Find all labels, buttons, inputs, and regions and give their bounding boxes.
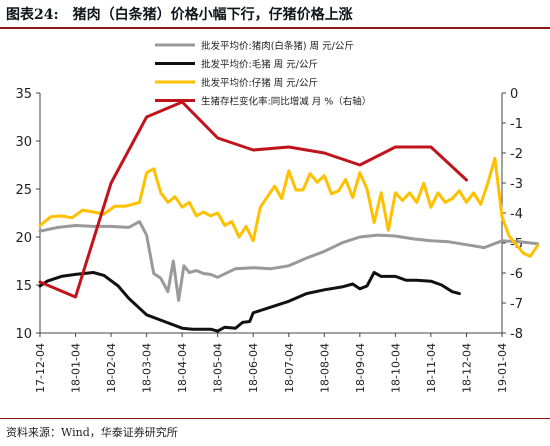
x-tick-label: 19-01-04 [496,343,509,393]
left-y-tick-label: 30 [15,135,32,150]
x-tick-label: 18-04-04 [176,343,189,393]
series-line-2 [38,271,461,333]
footer-divider [0,418,550,419]
series-line-3 [38,156,539,258]
right-y-tick-label: 0 [510,87,518,102]
x-tick-label: 18-08-04 [318,343,331,393]
figure-header: 图表24: 猪肉（白条猪）价格小幅下行，仔猪价格上涨 [6,3,544,25]
x-tick-label: 18-12-04 [460,343,473,393]
series-line-1 [38,220,539,302]
right-y-tick-label: -3 [510,177,523,192]
right-y-tick-label: -2 [510,147,523,162]
right-y-tick-label: -8 [510,327,523,342]
x-tick-label: 18-03-04 [141,343,154,393]
legend-label-3: 批发平均价:仔猪 周 元/公斤 [201,77,318,89]
header-divider [0,27,550,29]
x-tick-label: 18-11-04 [425,343,438,393]
series-line-4 [38,100,468,299]
right-y-tick-label: -1 [510,117,523,132]
left-y-tick-label: 10 [15,327,32,342]
figure-title: 猪肉（白条猪）价格小幅下行，仔猪价格上涨 [72,7,353,23]
legend-label-2: 批发平均价:毛猪 周 元/公斤 [201,59,318,71]
x-tick-label: 18-02-04 [105,343,118,393]
right-y-tick-label: -6 [510,267,523,282]
x-tick-label: 18-06-04 [247,343,260,393]
figure-number: 图表24: [6,7,59,23]
legend-label-1: 批发平均价:猪肉(白条猪) 周 元/公斤 [201,40,354,52]
x-tick-label: 18-09-04 [354,343,367,393]
right-y-tick-label: -7 [510,297,523,312]
right-y-tick-label: -4 [510,207,523,222]
left-y-tick-label: 20 [15,231,32,246]
x-tick-label: 18-07-04 [283,343,296,393]
source-note: 资料来源：Wind，华泰证券研究所 [6,426,178,439]
x-tick-label: 18-05-04 [212,343,225,393]
x-tick-label: 18-10-04 [389,343,402,393]
left-y-tick-label: 25 [15,183,32,198]
x-tick-label: 17-12-04 [34,343,47,393]
x-tick-label: 18-01-04 [70,343,83,393]
legend-label-4: 生猪存栏变化率:同比增减 月 %（右轴） [201,96,371,108]
left-y-tick-label: 15 [15,279,32,294]
left-y-tick-label: 35 [15,87,32,102]
